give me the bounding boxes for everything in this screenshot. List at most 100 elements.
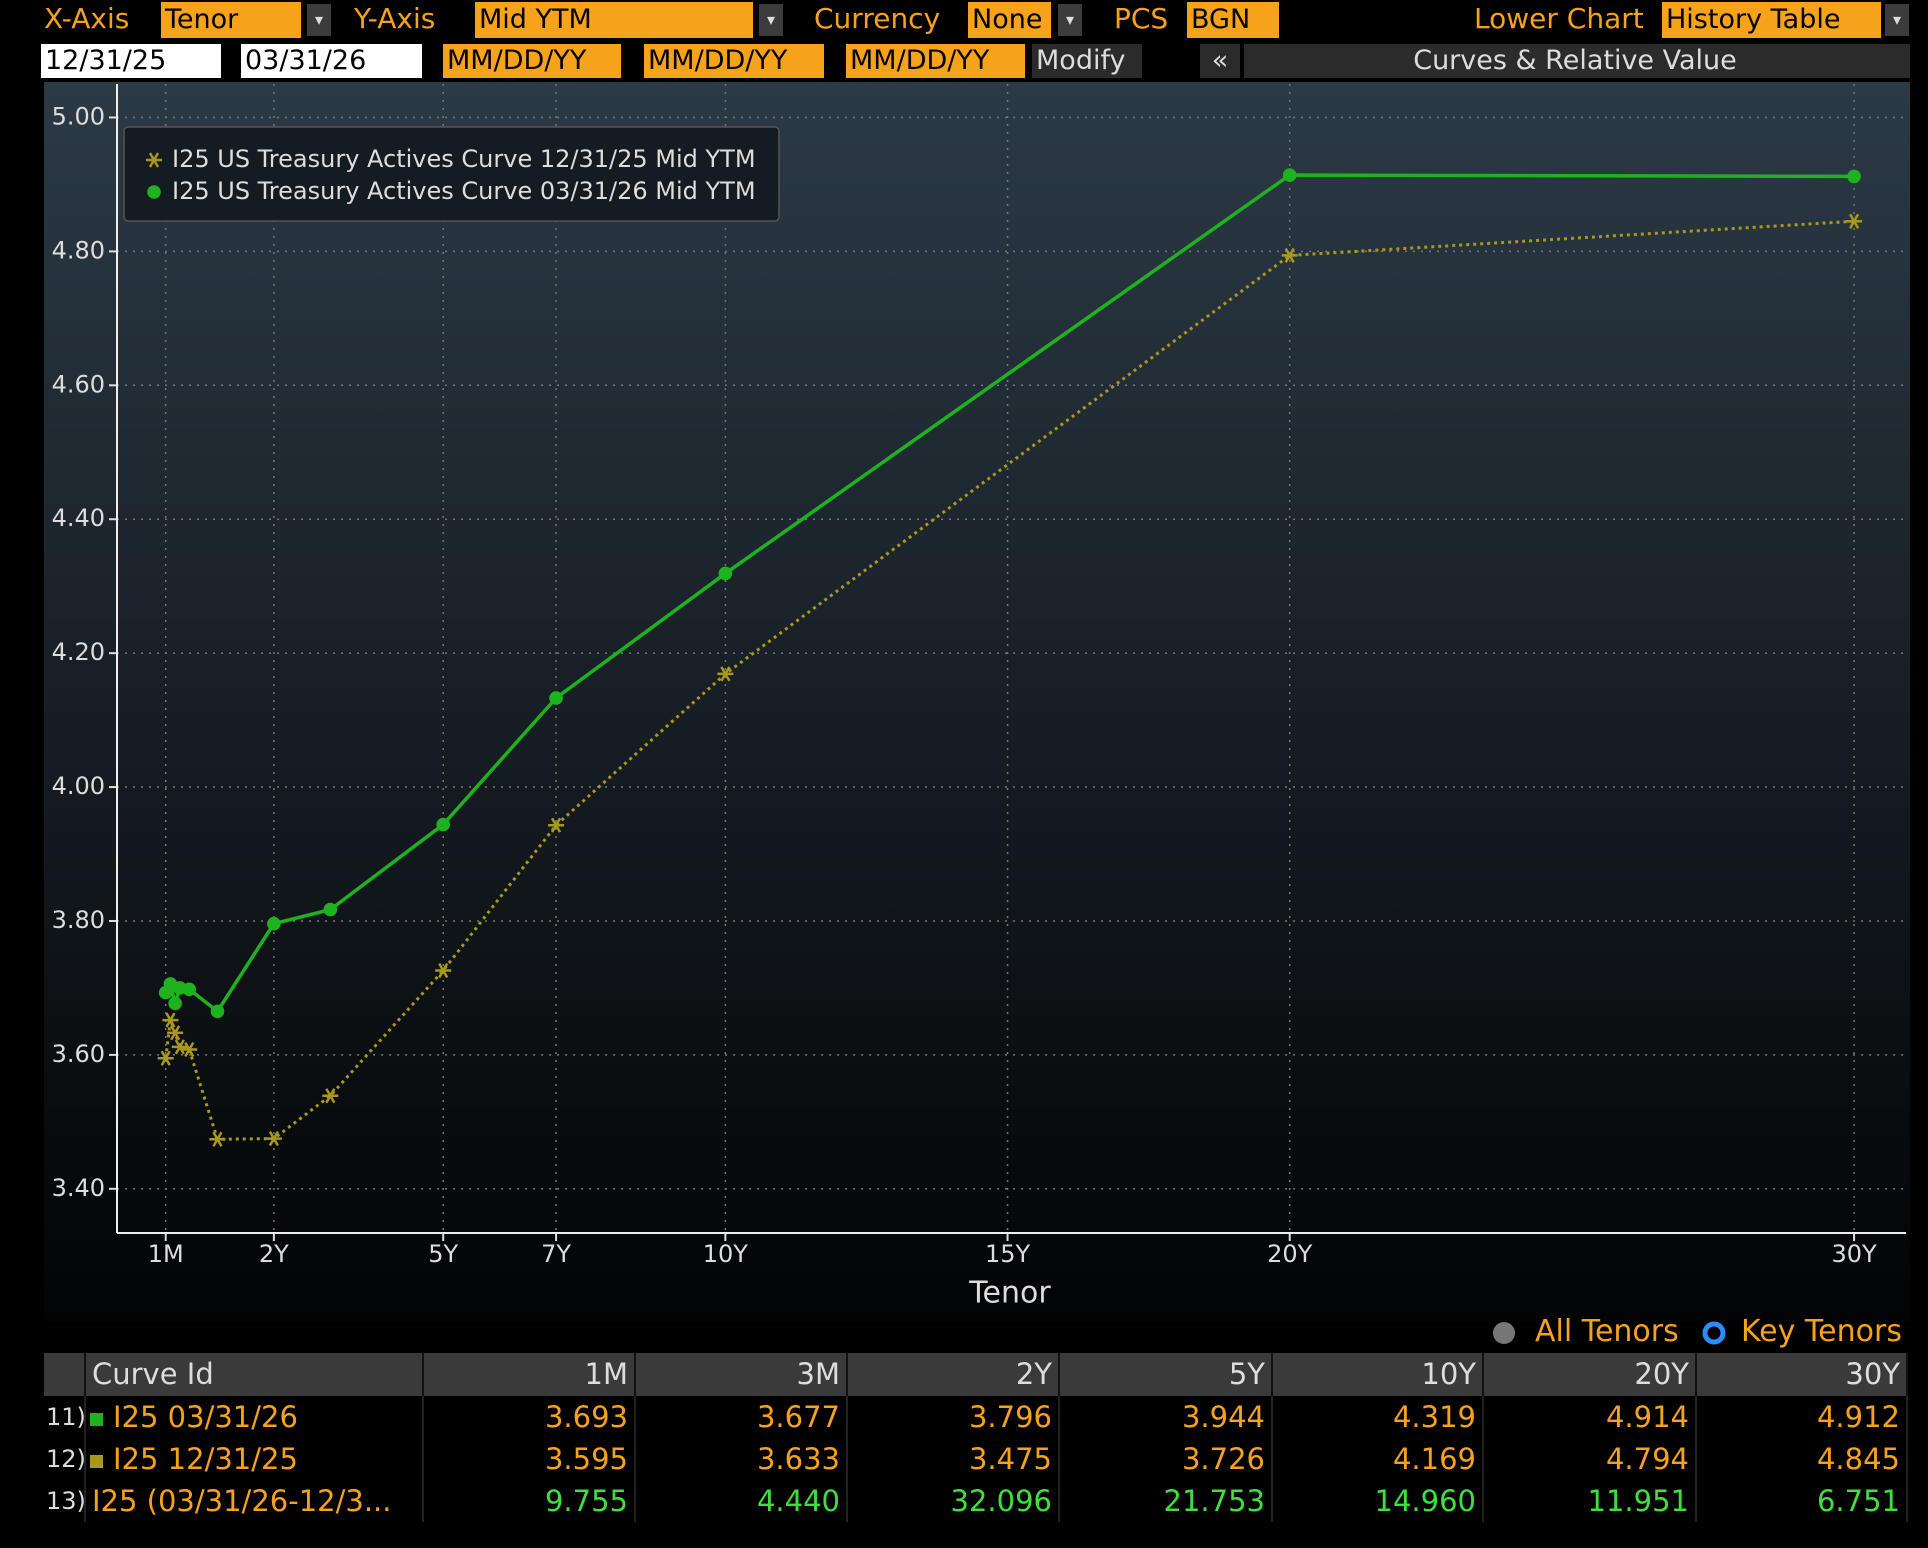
legend-box: [123, 126, 780, 222]
key-tenors-option[interactable]: Key Tenors: [1741, 1314, 1902, 1349]
x-axis-select[interactable]: Tenor: [161, 2, 301, 38]
value-cell: 3.633: [636, 1438, 848, 1480]
value-cell: 3.595: [424, 1438, 636, 1480]
y-tick-label: 4.20: [52, 638, 105, 666]
x-tick-label: 7Y: [541, 1240, 571, 1268]
y-tick-label: 4.00: [52, 772, 105, 800]
dropdown-arrow[interactable]: ▾: [1885, 4, 1909, 36]
x-tick-label: 30Y: [1831, 1240, 1877, 1268]
x-tick-label: 5Y: [428, 1240, 458, 1268]
marker: [1847, 169, 1861, 184]
x-tick-label: 2Y: [259, 1240, 289, 1268]
modify-button[interactable]: Modify: [1032, 44, 1142, 78]
y-tick-label: 3.80: [52, 906, 105, 934]
x-tick-label: 1M: [148, 1240, 184, 1268]
y-tick-label: 4.60: [52, 370, 105, 398]
pcs-input[interactable]: BGN: [1187, 2, 1279, 38]
date-input[interactable]: MM/DD/YY: [443, 44, 621, 78]
column-header: 20Y: [1484, 1353, 1697, 1396]
value-cell: 32.096: [848, 1480, 1060, 1522]
y-axis-label: Y-Axis: [354, 2, 436, 35]
marker: [210, 1004, 225, 1019]
column-header: 30Y: [1697, 1353, 1908, 1396]
marker: [1846, 213, 1863, 229]
marker: [1282, 168, 1297, 182]
column-header: 3M: [636, 1353, 848, 1396]
value-cell: 4.169: [1273, 1438, 1484, 1480]
date-input[interactable]: MM/DD/YY: [846, 44, 1025, 78]
start-date[interactable]: 12/31/25: [41, 44, 221, 78]
marker: [146, 152, 162, 168]
column-header: 1M: [424, 1353, 636, 1396]
end-date[interactable]: 03/31/26: [241, 44, 422, 78]
x-tick-label: 15Y: [985, 1240, 1031, 1268]
chart-background: [44, 82, 1910, 1322]
row-swatch: [90, 1454, 103, 1468]
row-index: 13): [44, 1480, 86, 1522]
value-cell: 3.726: [1060, 1438, 1273, 1480]
dropdown-arrow[interactable]: ▾: [759, 4, 783, 36]
marker: [436, 817, 450, 832]
curve-cell: I25 03/31/26: [86, 1396, 424, 1438]
marker: [435, 962, 452, 979]
curve-name[interactable]: I25 (03/31/26-12/3...: [92, 1484, 392, 1518]
column-header: 10Y: [1273, 1353, 1484, 1396]
marker: [181, 1041, 198, 1058]
marker: [209, 1131, 226, 1147]
column-header: 2Y: [848, 1353, 1060, 1396]
marker: [323, 902, 338, 917]
dropdown-arrow[interactable]: ▾: [1058, 4, 1082, 36]
value-cell: 3.944: [1060, 1396, 1273, 1438]
dropdown-arrow[interactable]: ▾: [307, 4, 331, 36]
marker: [548, 817, 565, 833]
row-swatch: [90, 1412, 103, 1426]
marker: [167, 1025, 184, 1041]
curve-name[interactable]: I25 12/31/25: [113, 1442, 298, 1476]
y-tick-label: 4.40: [52, 504, 105, 532]
value-cell: 4.794: [1484, 1438, 1697, 1480]
date-input[interactable]: MM/DD/YY: [644, 44, 824, 78]
y-axis-select[interactable]: Mid YTM: [475, 2, 753, 38]
value-cell: 9.755: [424, 1480, 636, 1522]
collapse-button[interactable]: «: [1200, 44, 1240, 78]
x-tick-label: 10Y: [703, 1240, 749, 1268]
marker: [267, 916, 281, 931]
curve-name[interactable]: I25 03/31/26: [113, 1400, 298, 1434]
marker: [168, 996, 182, 1011]
value-cell: 4.912: [1697, 1396, 1908, 1438]
value-cell: 3.693: [424, 1396, 636, 1438]
legend-label: I25 US Treasury Actives Curve 12/31/25 M…: [172, 145, 756, 173]
marker: [171, 1039, 188, 1055]
marker: [717, 666, 734, 682]
radio-key[interactable]: [1700, 1318, 1730, 1348]
legend: I25 US Treasury Actives Curve 12/31/25 M…: [123, 126, 780, 222]
marker: [182, 982, 197, 997]
pcs-label: PCS: [1114, 2, 1169, 35]
value-cell: 3.677: [636, 1396, 848, 1438]
row-index: 12): [44, 1438, 86, 1480]
currency-label: Currency: [814, 2, 941, 35]
value-cell: 4.319: [1273, 1396, 1484, 1438]
column-header: Curve Id: [86, 1353, 424, 1396]
currency-select[interactable]: None: [968, 2, 1051, 38]
x-tick-label: 20Y: [1267, 1240, 1313, 1268]
lower-chart-select[interactable]: History Table: [1662, 2, 1881, 38]
row-index: 11): [44, 1396, 86, 1438]
marker: [322, 1088, 339, 1104]
plot: 3.40 3.60 3.80 4.00 4.20 4.40 4.60 4.80 5.00 1M 2Y…: [52, 84, 1906, 1268]
marker: [147, 185, 161, 199]
marker: [549, 691, 563, 705]
y-tick-label: 3.40: [52, 1174, 105, 1202]
curve-cell: I25 (03/31/26-12/3...: [86, 1480, 424, 1522]
radio-all[interactable]: [1490, 1318, 1520, 1348]
value-cell: 11.951: [1484, 1480, 1697, 1522]
all-tenors-option[interactable]: All Tenors: [1535, 1314, 1679, 1349]
value-cell: 4.914: [1484, 1396, 1697, 1438]
y-tick-label: 5.00: [52, 102, 105, 130]
header-cell: [44, 1353, 86, 1396]
marker: [157, 1050, 174, 1066]
panel-title: Curves & Relative Value: [1244, 44, 1910, 78]
value-cell: 4.845: [1697, 1438, 1908, 1480]
curve-cell: I25 12/31/25: [86, 1438, 424, 1480]
